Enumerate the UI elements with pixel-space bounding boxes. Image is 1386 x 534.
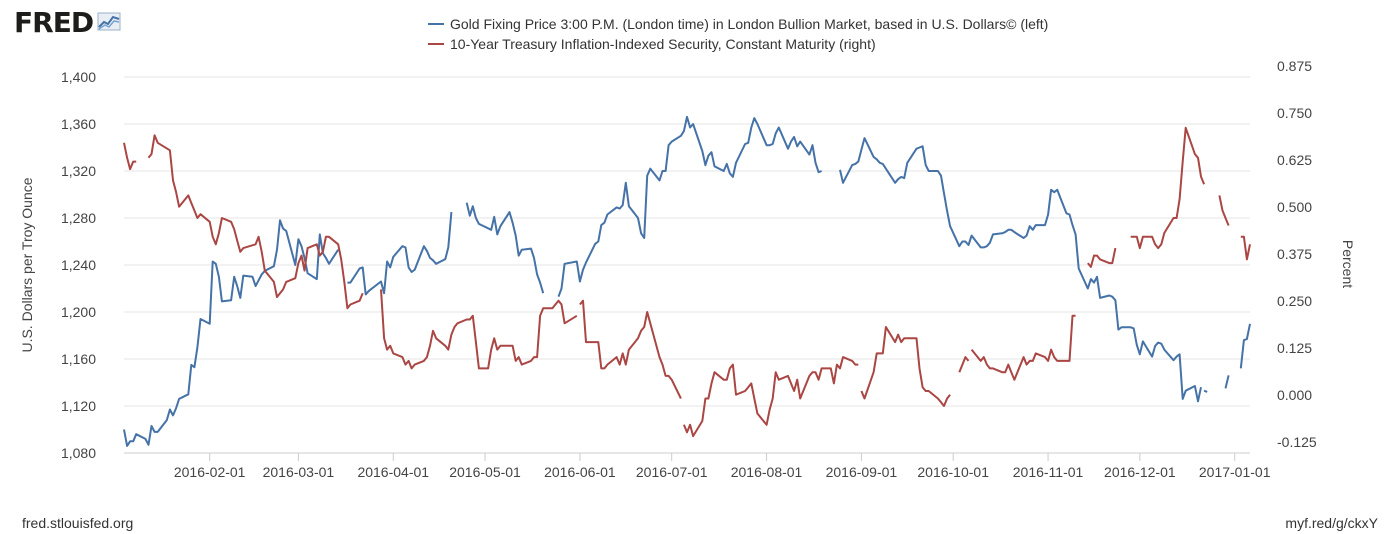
grid-lines (124, 76, 1250, 454)
right-tick-label: 0.125 (1277, 340, 1312, 356)
legend-swatch-tips (428, 43, 444, 45)
x-axis-ticks: 2016-02-01 2016-03-01 2016-04-01 2016-05-01… (174, 453, 1271, 480)
series-line-tips (123, 126, 1251, 438)
x-tick-label: 2016-11-01 (1013, 464, 1084, 480)
right-tick-label: 0.375 (1277, 246, 1312, 262)
left-tick-label: 1,200 (61, 304, 96, 320)
series-lines (123, 115, 1251, 447)
series-line-gold (123, 115, 1251, 447)
x-tick-label: 2016-02-01 (174, 464, 246, 480)
x-tick-label: 2017-01-01 (1199, 464, 1271, 480)
right-tick-label: 0.500 (1277, 199, 1312, 215)
x-tick-label: 2016-09-01 (826, 464, 898, 480)
chart-legend: Gold Fixing Price 3:00 P.M. (London time… (428, 14, 1048, 54)
short-link[interactable]: myf.red/g/ckxY (1285, 515, 1378, 531)
fred-logo-text: FRED (14, 6, 94, 39)
x-tick-label: 2016-04-01 (357, 464, 429, 480)
legend-label-gold: Gold Fixing Price 3:00 P.M. (London time… (450, 16, 1049, 32)
right-axis-title: Percent (1340, 240, 1356, 288)
left-tick-label: 1,360 (61, 116, 96, 132)
left-tick-label: 1,160 (61, 351, 96, 367)
legend-item-tips[interactable]: 10-Year Treasury Inflation-Indexed Secur… (428, 34, 1048, 54)
legend-swatch-gold (428, 23, 444, 25)
right-tick-label: 0.000 (1277, 387, 1312, 403)
right-tick-label: 0.875 (1277, 58, 1312, 74)
x-tick-label: 2016-08-01 (731, 464, 803, 480)
left-tick-label: 1,240 (61, 257, 96, 273)
left-tick-label: 1,080 (61, 445, 96, 461)
right-tick-label: 0.625 (1277, 152, 1312, 168)
chart-line-icon (97, 10, 123, 37)
left-tick-label: 1,320 (61, 163, 96, 179)
x-tick-label: 2016-12-01 (1104, 464, 1176, 480)
legend-item-gold[interactable]: Gold Fixing Price 3:00 P.M. (London time… (428, 14, 1048, 34)
right-tick-label: -0.125 (1277, 434, 1317, 450)
right-tick-label: 0.750 (1277, 105, 1312, 121)
x-tick-label: 2016-05-01 (449, 464, 521, 480)
x-tick-label: 2016-10-01 (917, 464, 989, 480)
x-tick-label: 2016-03-01 (263, 464, 335, 480)
fred-logo: FRED (14, 6, 123, 40)
left-axis-ticks: 1,080 1,120 1,160 1,200 1,240 1,280 1,320 1,360… (61, 69, 96, 461)
source-link[interactable]: fred.stlouisfed.org (22, 515, 134, 531)
left-tick-label: 1,400 (61, 69, 96, 85)
left-tick-label: 1,280 (61, 210, 96, 226)
x-tick-label: 2016-07-01 (636, 464, 708, 480)
left-tick-label: 1,120 (61, 398, 96, 414)
x-tick-label: 2016-06-01 (544, 464, 616, 480)
legend-label-tips: 10-Year Treasury Inflation-Indexed Secur… (450, 36, 876, 52)
right-tick-label: 0.250 (1277, 293, 1312, 309)
left-axis-title: U.S. Dollars per Troy Ounce (19, 177, 35, 352)
right-axis-ticks: -0.125 0.000 0.125 0.250 0.375 0.500 0.625 0.75… (1277, 58, 1317, 450)
